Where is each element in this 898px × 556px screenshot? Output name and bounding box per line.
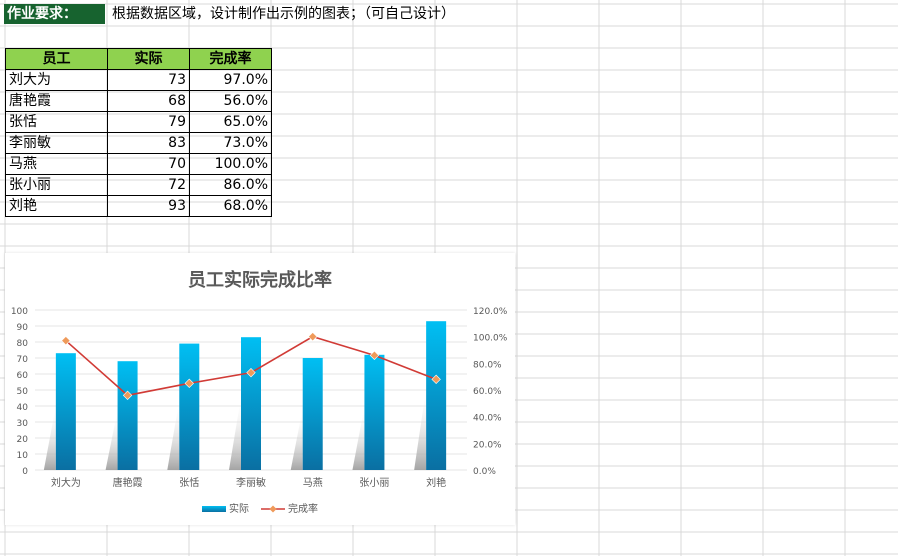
requirement-text[interactable]: 根据数据区域，设计制作出示例的图表；（可自己设计）: [112, 6, 455, 22]
legend-label-rate: 完成率: [288, 502, 318, 515]
cell-actual[interactable]: 83: [107, 132, 190, 154]
y-tick-label: 30: [17, 419, 29, 429]
table-row: 刘艳 93 68.0%: [5, 195, 272, 217]
y-tick-label: 100: [11, 307, 28, 317]
x-tick-label: 李丽敏: [236, 476, 266, 489]
header-actual[interactable]: 实际: [107, 48, 190, 70]
cell-rate[interactable]: 65.0%: [189, 111, 272, 133]
y-tick-label: 20: [17, 435, 29, 445]
cell-rate[interactable]: 97.0%: [189, 69, 272, 91]
y-tick-label: 0: [22, 467, 28, 477]
line-marker: [308, 331, 318, 342]
chart-canvas: 员工实际完成比率 0 10 20 30 40 50 60 70 80 90 100 0.0% 20.0%…: [11, 269, 508, 515]
cell-rate[interactable]: 68.0%: [189, 195, 272, 217]
y2-tick-label: 60.0%: [473, 387, 502, 397]
legend-swatch-bar: [202, 506, 226, 512]
bar: [179, 343, 200, 470]
y-tick-label: 70: [17, 355, 29, 365]
cell-actual[interactable]: 72: [107, 174, 190, 196]
cell-name[interactable]: 唐艳霞: [5, 90, 108, 112]
cell-name[interactable]: 张恬: [5, 111, 108, 133]
x-tick-label: 唐艳霞: [113, 476, 143, 489]
y-tick-label: 40: [17, 403, 29, 413]
header-rate[interactable]: 完成率: [189, 48, 272, 70]
y-tick-label: 90: [17, 323, 29, 333]
bar-shadow: [105, 410, 118, 470]
header-employee[interactable]: 员工: [5, 48, 108, 70]
y-tick-label: 80: [17, 339, 29, 349]
table-row: 刘大为 73 97.0%: [5, 69, 272, 91]
line-marker: [122, 390, 133, 401]
bar: [426, 321, 447, 470]
cell-rate[interactable]: 73.0%: [189, 132, 272, 154]
y2-tick-label: 40.0%: [473, 414, 502, 424]
line-marker: [184, 378, 194, 389]
line-marker: [369, 350, 380, 361]
line-marker: [61, 335, 71, 346]
y-tick-label: 10: [17, 451, 29, 461]
bar: [55, 353, 76, 470]
requirement-label[interactable]: 作业要求：: [4, 4, 105, 24]
x-tick-label: 张小丽: [359, 477, 389, 489]
x-tick-label: 马燕: [303, 477, 323, 489]
table-row: 张恬 79 65.0%: [5, 111, 272, 133]
table-row: 李丽敏 83 73.0%: [5, 132, 272, 154]
cell-rate[interactable]: 100.0%: [189, 153, 272, 175]
cell-name[interactable]: 李丽敏: [5, 132, 108, 154]
bar: [117, 361, 138, 470]
y2-tick-label: 20.0%: [473, 440, 502, 450]
x-tick-label: 张恬: [179, 476, 199, 489]
cell-rate[interactable]: 86.0%: [189, 174, 272, 196]
cell-rate[interactable]: 56.0%: [189, 90, 272, 112]
data-table: 员工 实际 完成率 刘大为 73 97.0% 唐艳霞 68 56.0% 张恬 79 65.0…: [5, 48, 272, 217]
cell-name[interactable]: 马燕: [5, 153, 108, 175]
y2-tick-label: 100.0%: [473, 334, 508, 344]
line-marker: [246, 367, 256, 378]
table-row: 唐艳霞 68 56.0%: [5, 90, 272, 112]
cell-actual[interactable]: 68: [107, 90, 190, 112]
bar-shadow: [167, 400, 180, 470]
bar: [241, 337, 261, 470]
y2-tick-label: 120.0%: [473, 307, 508, 317]
table-row: 张小丽 72 86.0%: [5, 174, 272, 196]
cell-name[interactable]: 张小丽: [5, 174, 108, 196]
cell-name[interactable]: 刘艳: [5, 195, 108, 217]
bar-shadow: [414, 388, 427, 470]
legend-label-actual: 实际: [229, 502, 249, 515]
cell-actual[interactable]: 93: [107, 195, 190, 217]
bar-shadow: [352, 406, 365, 470]
y2-tick-label: 0.0%: [473, 467, 496, 477]
cell-actual[interactable]: 79: [107, 111, 190, 133]
cell-actual[interactable]: 70: [107, 153, 190, 175]
chart-title: 员工实际完成比率: [188, 269, 332, 291]
bar-shadow: [290, 408, 303, 470]
cell-name[interactable]: 刘大为: [5, 69, 108, 91]
table-row: 马燕 70 100.0%: [5, 153, 272, 175]
bar: [302, 358, 323, 470]
y-tick-label: 60: [17, 371, 29, 381]
line-marker: [431, 374, 441, 385]
bar-shadow: [43, 405, 56, 470]
bar: [364, 354, 385, 470]
y-tick-label: 50: [17, 387, 29, 397]
legend-marker: [269, 505, 277, 513]
x-tick-label: 刘艳: [426, 476, 446, 489]
combo-chart[interactable]: 员工实际完成比率 0 10 20 30 40 50 60 70 80 90 100 0.0% 20.0%…: [5, 253, 515, 525]
x-tick-label: 刘大为: [51, 476, 81, 489]
table-header-row: 员工 实际 完成率: [5, 48, 272, 70]
bar-shadow: [229, 396, 241, 470]
y2-tick-label: 80.0%: [473, 360, 502, 370]
cell-actual[interactable]: 73: [107, 69, 190, 91]
